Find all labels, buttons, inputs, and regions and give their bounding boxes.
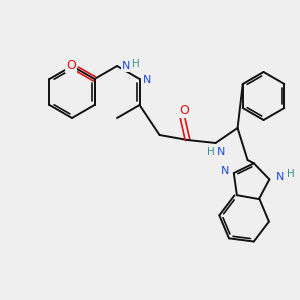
Text: H: H [207, 147, 214, 157]
Text: H: H [287, 169, 295, 179]
Text: N: N [218, 147, 226, 157]
Text: N: N [220, 166, 229, 176]
Text: N: N [122, 61, 130, 71]
Text: N: N [143, 75, 152, 85]
Text: N: N [276, 172, 285, 182]
Text: H: H [132, 59, 140, 69]
Text: O: O [66, 59, 76, 72]
Text: O: O [180, 103, 190, 116]
